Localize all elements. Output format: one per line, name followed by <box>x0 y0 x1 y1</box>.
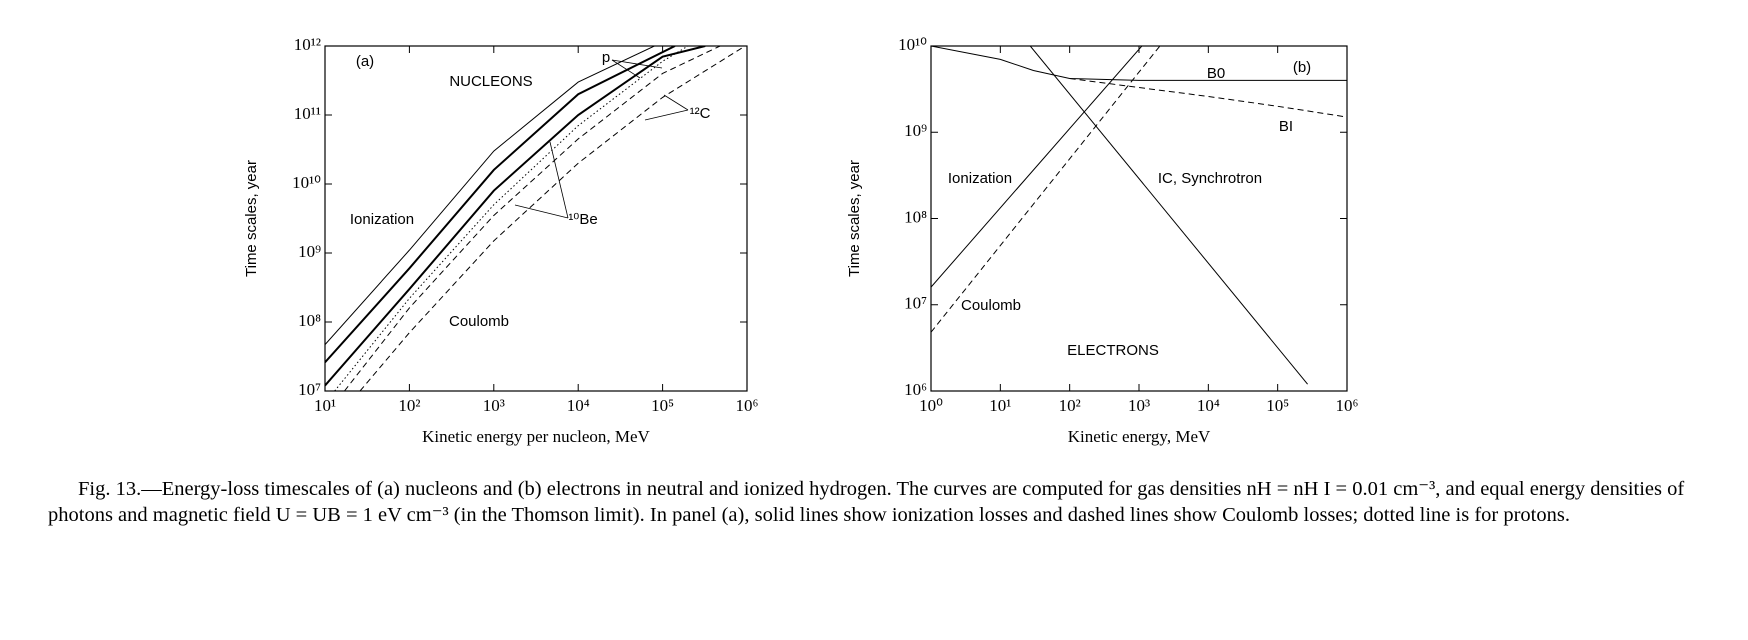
curve <box>325 46 655 345</box>
curve <box>931 46 1143 288</box>
curve <box>325 46 706 387</box>
annotation: BI <box>1279 118 1293 135</box>
leader-line <box>663 94 689 111</box>
annotation: Coulomb <box>449 313 509 330</box>
y-tick-label: 10¹¹ <box>294 104 321 123</box>
plot-frame <box>324 45 748 392</box>
curve <box>344 46 721 391</box>
y-tick-label: 10¹⁰ <box>292 173 321 192</box>
leader-line <box>514 204 569 219</box>
x-tick-label: 10⁶ <box>1336 396 1359 415</box>
curve <box>931 46 1347 81</box>
annotation: Ionization <box>948 170 1012 187</box>
x-tick-label: 10¹ <box>989 396 1011 415</box>
x-axis-title: Kinetic energy per nucleon, MeV <box>422 427 650 446</box>
x-tick-label: 10⁶ <box>736 396 759 415</box>
x-tick-label: 10⁴ <box>1197 396 1220 415</box>
curve <box>1029 46 1308 385</box>
y-axis-title: Time scales, year <box>243 160 260 277</box>
x-tick-label: 10² <box>398 396 420 415</box>
annotation: ¹²C <box>690 105 711 122</box>
y-tick-label: 10¹² <box>294 35 321 54</box>
plot-frame <box>930 45 1348 392</box>
y-tick-label: 10¹⁰ <box>898 35 927 54</box>
curve <box>1069 77 1347 118</box>
annotation: (b) <box>1293 59 1311 76</box>
leader-line <box>549 141 569 219</box>
annotation: p <box>602 49 610 66</box>
x-tick-label: 10³ <box>1128 396 1150 415</box>
x-tick-label: 10³ <box>483 396 505 415</box>
y-tick-label: 10⁷ <box>904 294 927 313</box>
curve <box>931 46 1161 333</box>
figure: 10¹ 10² 10³ 10⁴ 10⁵ 10⁶ 10⁷ 10⁸ 10⁹ 10¹⁰ 10¹¹ 10¹² K… <box>243 35 1359 446</box>
y-tick-label: 10⁸ <box>904 207 927 226</box>
y-tick-label: 10⁸ <box>298 311 321 330</box>
annotation: Ionization <box>350 211 414 228</box>
x-tick-label: 10² <box>1059 396 1081 415</box>
annotation: ELECTRONS <box>1067 342 1159 359</box>
y-tick-label: 10⁷ <box>298 380 321 399</box>
annotation: NUCLEONS <box>449 73 532 90</box>
x-axis-title: Kinetic energy, MeV <box>1068 427 1211 446</box>
x-tick-label: 10⁵ <box>1266 396 1289 415</box>
y-tick-label: 10⁹ <box>298 242 321 261</box>
annotation: B0 <box>1207 65 1225 82</box>
annotation: IC, Synchrotron <box>1158 170 1262 187</box>
x-tick-label: 10¹ <box>314 396 336 415</box>
annotation: Coulomb <box>961 297 1021 314</box>
leader-line <box>644 109 689 121</box>
x-tick-label: 10⁰ <box>919 396 943 415</box>
annotation: ¹⁰Be <box>568 211 597 228</box>
y-axis-title: Time scales, year <box>846 160 863 277</box>
curve <box>359 46 746 391</box>
y-tick-label: 10⁹ <box>904 121 927 140</box>
y-tick-label: 10⁶ <box>904 380 927 399</box>
x-tick-label: 10⁵ <box>651 396 674 415</box>
x-tick-label: 10⁴ <box>567 396 590 415</box>
curve <box>325 46 676 364</box>
leader-line <box>611 59 641 79</box>
caption: Fig. 13.—Energy-loss timescales of (a) n… <box>48 478 1685 526</box>
leader-line <box>611 59 663 69</box>
annotation: (a) <box>356 53 374 70</box>
